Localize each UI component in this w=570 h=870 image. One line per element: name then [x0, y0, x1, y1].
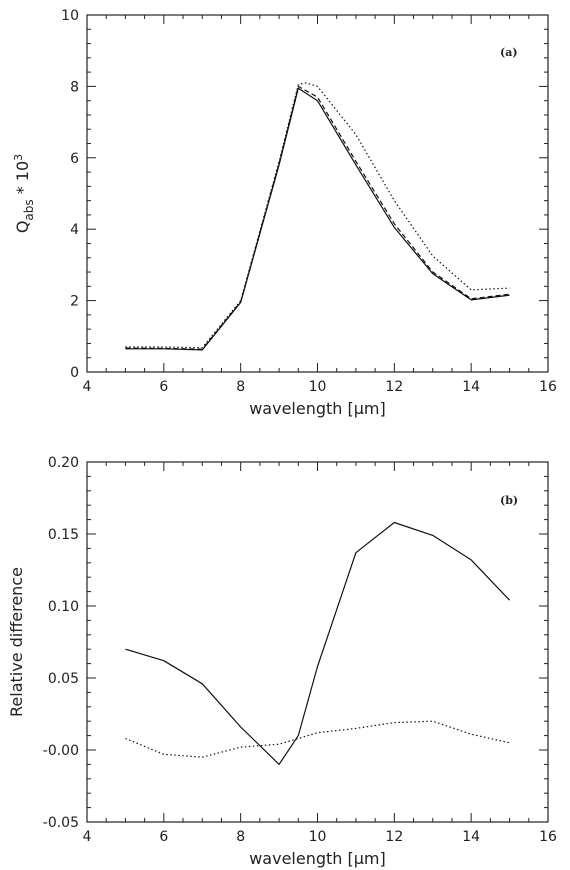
series-line-dashed	[125, 85, 510, 350]
x-axis-title: wavelength [μm]	[249, 849, 386, 868]
x-tick-label: 4	[83, 379, 92, 395]
x-tick-label: 12	[385, 829, 403, 845]
y-axis-title: Qabs * 103	[12, 154, 36, 233]
y-tick-label: 0.20	[48, 455, 79, 471]
x-tick-label: 6	[159, 829, 168, 845]
y-tick-label: 0.10	[48, 599, 79, 615]
x-tick-label: 8	[236, 379, 245, 395]
series-line-dotted	[125, 720, 510, 758]
x-tick-label: 14	[462, 829, 480, 845]
y-tick-label: 0	[70, 365, 79, 381]
x-tick-label: 10	[309, 379, 327, 395]
y-tick-label: 8	[70, 79, 79, 95]
series-line-solid	[125, 87, 510, 351]
panel-a-chart: 4 6 8 10 12 14 16 0 2 4 6 8 10 wavelength [μm] Qabs * …	[12, 8, 557, 418]
x-tick-label: 8	[236, 829, 245, 845]
y-tick-label: 2	[70, 294, 79, 310]
y-tick-label: -0.00	[43, 743, 79, 759]
y-tick-label: 0.05	[48, 671, 79, 687]
y-axis-title-base: Q	[13, 221, 32, 234]
x-tick-label: 4	[83, 829, 92, 845]
panel-label: (a)	[500, 46, 518, 59]
x-tick-label: 16	[539, 379, 557, 395]
x-tick-label: 10	[309, 829, 327, 845]
y-tick-label: 6	[70, 151, 79, 167]
y-axis-title-sub: abs	[22, 199, 36, 220]
y-axis-title: Relative difference	[7, 567, 26, 717]
series-line-solid	[125, 521, 511, 766]
x-tick-label: 16	[539, 829, 557, 845]
y-tick-label: 0.15	[48, 527, 79, 543]
plot-frame	[86, 461, 549, 823]
y-tick-label: 10	[61, 8, 79, 24]
y-tick-label: -0.05	[43, 815, 79, 831]
series-line-dotted	[125, 82, 510, 349]
panel-label: (b)	[500, 494, 518, 507]
panel-b-chart: 4 6 8 10 12 14 16 -0.05 -0.00 0.05 0.10 0.15 0.20 wav…	[7, 455, 557, 868]
x-tick-label: 14	[462, 379, 480, 395]
y-axis-title-sup: 3	[12, 154, 25, 161]
y-tick-label: 4	[70, 222, 79, 238]
x-tick-label: 12	[385, 379, 403, 395]
x-axis-title: wavelength [μm]	[249, 399, 386, 418]
y-axis-title-mid: * 10	[13, 161, 32, 200]
x-tick-label: 6	[159, 379, 168, 395]
plot-frame	[86, 14, 549, 373]
